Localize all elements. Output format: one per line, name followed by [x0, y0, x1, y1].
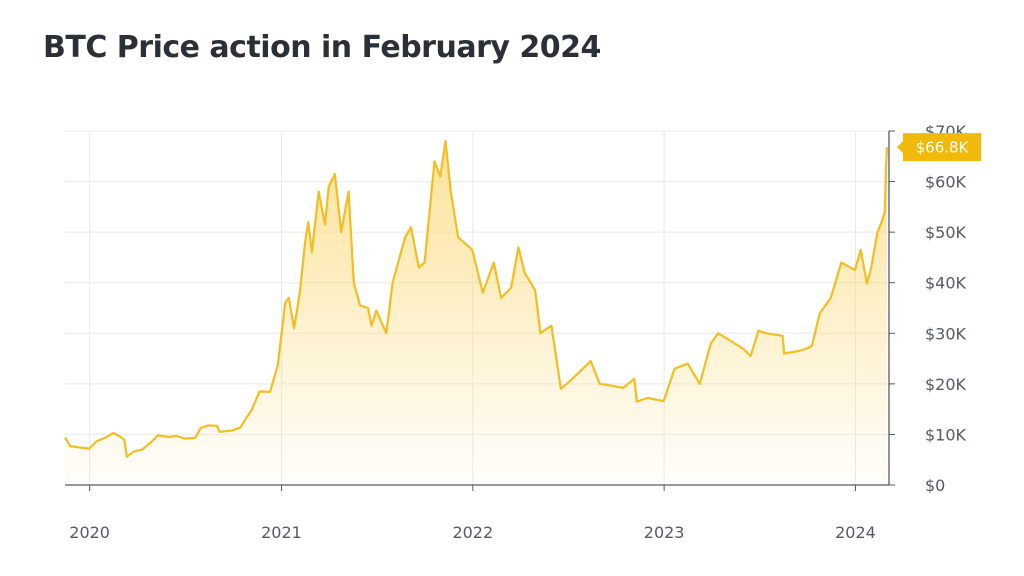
y-tick-label: $30K: [925, 324, 967, 343]
x-tick-label: 2020: [69, 523, 110, 542]
price-area: [65, 141, 887, 485]
chart-title: BTC Price action in February 2024: [43, 30, 601, 65]
y-tick-label: $0: [925, 476, 945, 495]
x-tick-label: 2023: [644, 523, 685, 542]
y-tick-label: $10K: [925, 425, 967, 444]
x-axis-ticks: 2020 2021 2022 2023 2024: [69, 485, 876, 542]
y-tick-label: $50K: [925, 223, 967, 242]
x-tick-label: 2024: [835, 523, 876, 542]
callout-box: [897, 133, 981, 162]
y-tick-label: $20K: [925, 375, 967, 394]
axes: [65, 131, 890, 486]
price-line: [64, 140, 888, 458]
y-tick-label: $40K: [925, 274, 967, 293]
callout-value-label: $66.8K: [916, 139, 970, 157]
x-tick-label: 2021: [261, 523, 302, 542]
last-value-callout: $66.8K: [897, 133, 981, 162]
y-axis-ticks: $0$10K$20K$30K$40K$50K$60K$70K: [889, 122, 967, 495]
y-tick-label: $60K: [925, 173, 967, 192]
x-tick-label: 2022: [452, 523, 493, 542]
